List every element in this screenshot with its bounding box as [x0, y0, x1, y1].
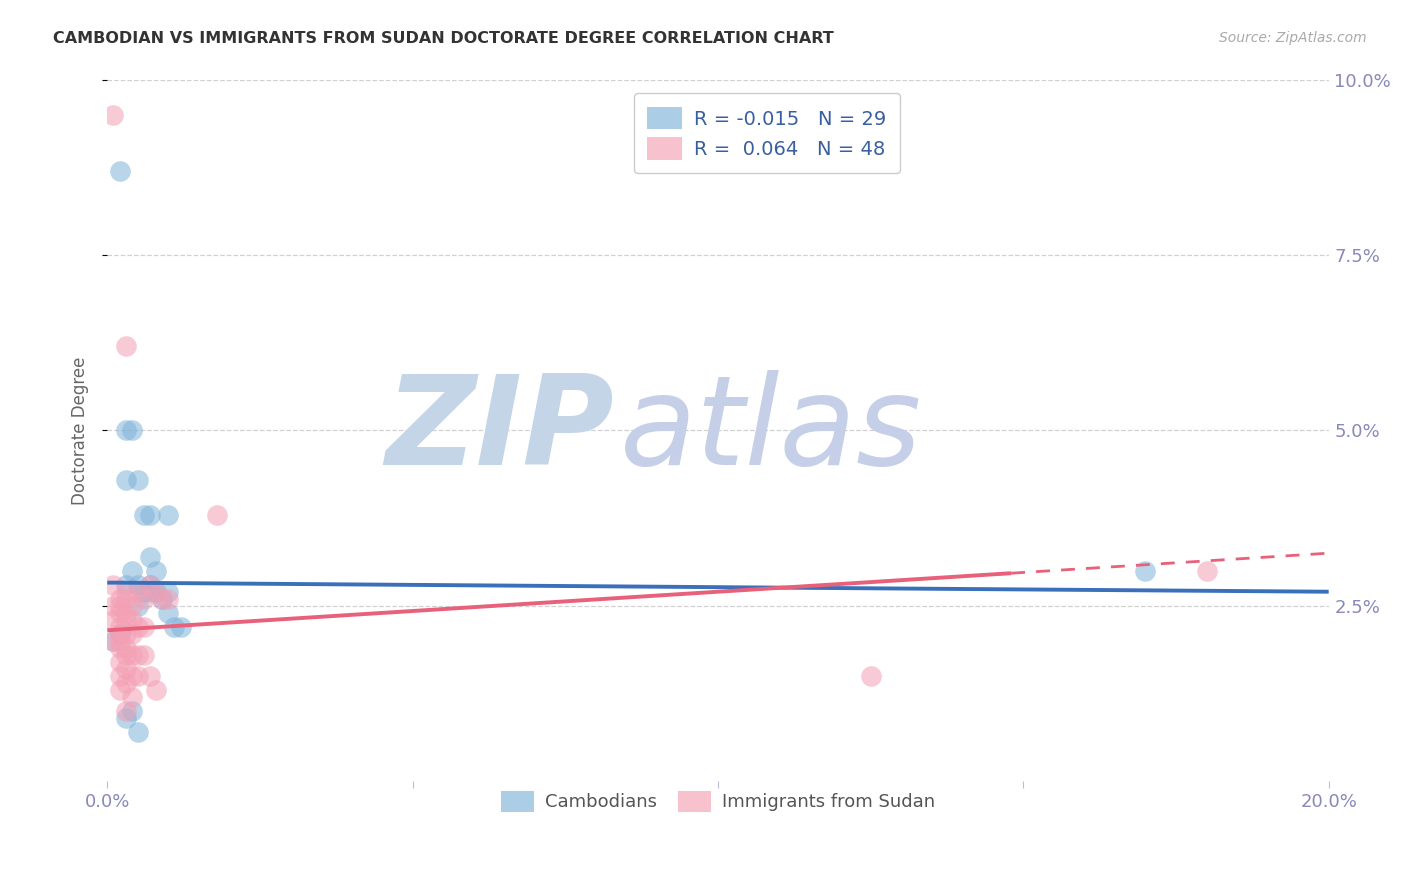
Point [121, 690, 143, 704]
Point [121, 627, 143, 641]
Point [139, 549, 162, 564]
Point [108, 633, 131, 648]
Point [132, 620, 155, 634]
Point [114, 578, 136, 592]
Point [139, 669, 162, 683]
Point [121, 704, 143, 718]
Point [127, 599, 149, 613]
Point [121, 613, 143, 627]
Point [108, 627, 131, 641]
Point [114, 711, 136, 725]
Point [1135, 564, 1157, 578]
Point [157, 591, 180, 606]
Point [114, 676, 136, 690]
Point [114, 584, 136, 599]
Point [114, 662, 136, 676]
Point [114, 591, 136, 606]
Point [103, 578, 125, 592]
Point [108, 164, 131, 178]
Point [114, 606, 136, 620]
Point [103, 108, 125, 122]
Point [114, 704, 136, 718]
Point [108, 655, 131, 669]
Point [121, 564, 143, 578]
Point [121, 648, 143, 662]
Point [103, 633, 125, 648]
Point [139, 508, 162, 522]
Point [127, 578, 149, 592]
Point [132, 591, 155, 606]
Point [114, 640, 136, 655]
Point [114, 627, 136, 641]
Point [108, 627, 131, 641]
Text: ZIP: ZIP [385, 370, 614, 491]
Point [205, 508, 228, 522]
Point [145, 564, 167, 578]
Point [108, 591, 131, 606]
Point [114, 473, 136, 487]
Point [127, 725, 149, 739]
Point [145, 584, 167, 599]
Point [108, 606, 131, 620]
Point [127, 669, 149, 683]
Point [127, 473, 149, 487]
Point [108, 669, 131, 683]
Point [103, 599, 125, 613]
Point [127, 620, 149, 634]
Point [103, 613, 125, 627]
Point [103, 633, 125, 648]
Text: Source: ZipAtlas.com: Source: ZipAtlas.com [1219, 31, 1367, 45]
Point [108, 599, 131, 613]
Point [859, 669, 882, 683]
Point [108, 620, 131, 634]
Point [121, 669, 143, 683]
Legend: Cambodians, Immigrants from Sudan: Cambodians, Immigrants from Sudan [489, 779, 948, 824]
Point [157, 508, 180, 522]
Point [108, 640, 131, 655]
Y-axis label: Doctorate Degree: Doctorate Degree [72, 356, 89, 505]
Text: CAMBODIAN VS IMMIGRANTS FROM SUDAN DOCTORATE DEGREE CORRELATION CHART: CAMBODIAN VS IMMIGRANTS FROM SUDAN DOCTO… [53, 31, 834, 46]
Point [132, 584, 155, 599]
Point [169, 620, 191, 634]
Point [139, 578, 162, 592]
Point [139, 578, 162, 592]
Point [157, 584, 180, 599]
Point [114, 648, 136, 662]
Point [157, 606, 180, 620]
Point [114, 424, 136, 438]
Point [150, 591, 173, 606]
Point [145, 682, 167, 697]
Point [127, 648, 149, 662]
Point [121, 424, 143, 438]
Point [1195, 564, 1218, 578]
Text: atlas: atlas [620, 370, 922, 491]
Point [108, 682, 131, 697]
Point [150, 591, 173, 606]
Point [132, 508, 155, 522]
Point [127, 584, 149, 599]
Point [132, 648, 155, 662]
Point [163, 620, 186, 634]
Point [121, 599, 143, 613]
Point [145, 584, 167, 599]
Point [114, 339, 136, 353]
Point [139, 584, 162, 599]
Point [114, 613, 136, 627]
